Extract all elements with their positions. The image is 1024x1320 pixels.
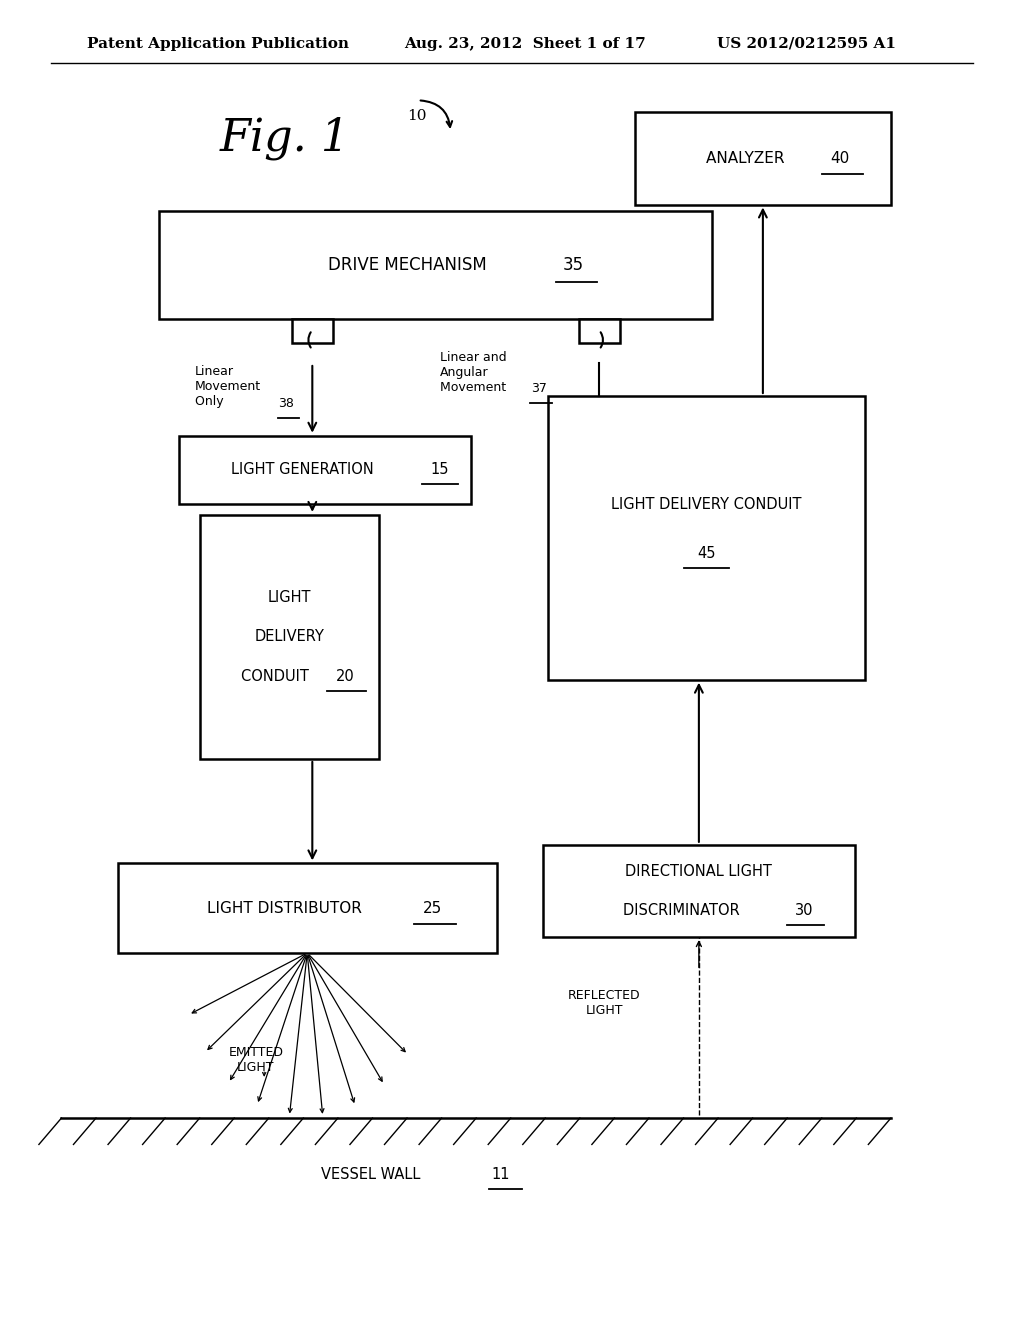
Text: Fig. 1: Fig. 1 (220, 117, 350, 160)
Bar (635, 112, 891, 205)
Bar (548, 396, 865, 680)
Text: 40: 40 (830, 150, 849, 166)
Text: DELIVERY: DELIVERY (254, 630, 325, 644)
Text: Linear and
Angular
Movement: Linear and Angular Movement (440, 351, 510, 393)
Text: 45: 45 (697, 546, 716, 561)
Bar (179, 436, 471, 504)
Bar (200, 515, 379, 759)
Text: LIGHT DELIVERY CONDUIT: LIGHT DELIVERY CONDUIT (611, 498, 802, 512)
Text: 37: 37 (531, 381, 548, 395)
Text: DISCRIMINATOR: DISCRIMINATOR (623, 903, 744, 919)
Bar (118, 863, 497, 953)
Text: VESSEL WALL: VESSEL WALL (321, 1167, 425, 1183)
Text: ANALYZER: ANALYZER (706, 150, 790, 166)
Text: 25: 25 (423, 900, 441, 916)
Text: CONDUIT: CONDUIT (241, 669, 313, 684)
Bar (579, 319, 620, 343)
Text: 15: 15 (430, 462, 450, 478)
Text: LIGHT: LIGHT (267, 590, 311, 605)
Text: 38: 38 (279, 397, 295, 411)
Text: LIGHT DISTRIBUTOR: LIGHT DISTRIBUTOR (207, 900, 367, 916)
Text: 11: 11 (492, 1167, 510, 1183)
Text: LIGHT GENERATION: LIGHT GENERATION (231, 462, 378, 478)
Bar (159, 211, 712, 319)
Text: Patent Application Publication: Patent Application Publication (87, 37, 349, 50)
Text: DIRECTIONAL LIGHT: DIRECTIONAL LIGHT (626, 863, 772, 879)
Bar (543, 845, 855, 937)
Text: Linear
Movement
Only: Linear Movement Only (195, 366, 261, 408)
Text: 10: 10 (408, 110, 427, 123)
Text: 35: 35 (563, 256, 584, 275)
Text: REFLECTED
LIGHT: REFLECTED LIGHT (568, 989, 640, 1018)
Text: 30: 30 (795, 903, 814, 919)
Text: EMITTED
LIGHT: EMITTED LIGHT (228, 1045, 284, 1074)
Text: US 2012/0212595 A1: US 2012/0212595 A1 (717, 37, 896, 50)
Text: Aug. 23, 2012  Sheet 1 of 17: Aug. 23, 2012 Sheet 1 of 17 (404, 37, 646, 50)
Bar (292, 319, 333, 343)
Text: 20: 20 (336, 669, 355, 684)
Text: DRIVE MECHANISM: DRIVE MECHANISM (328, 256, 492, 275)
